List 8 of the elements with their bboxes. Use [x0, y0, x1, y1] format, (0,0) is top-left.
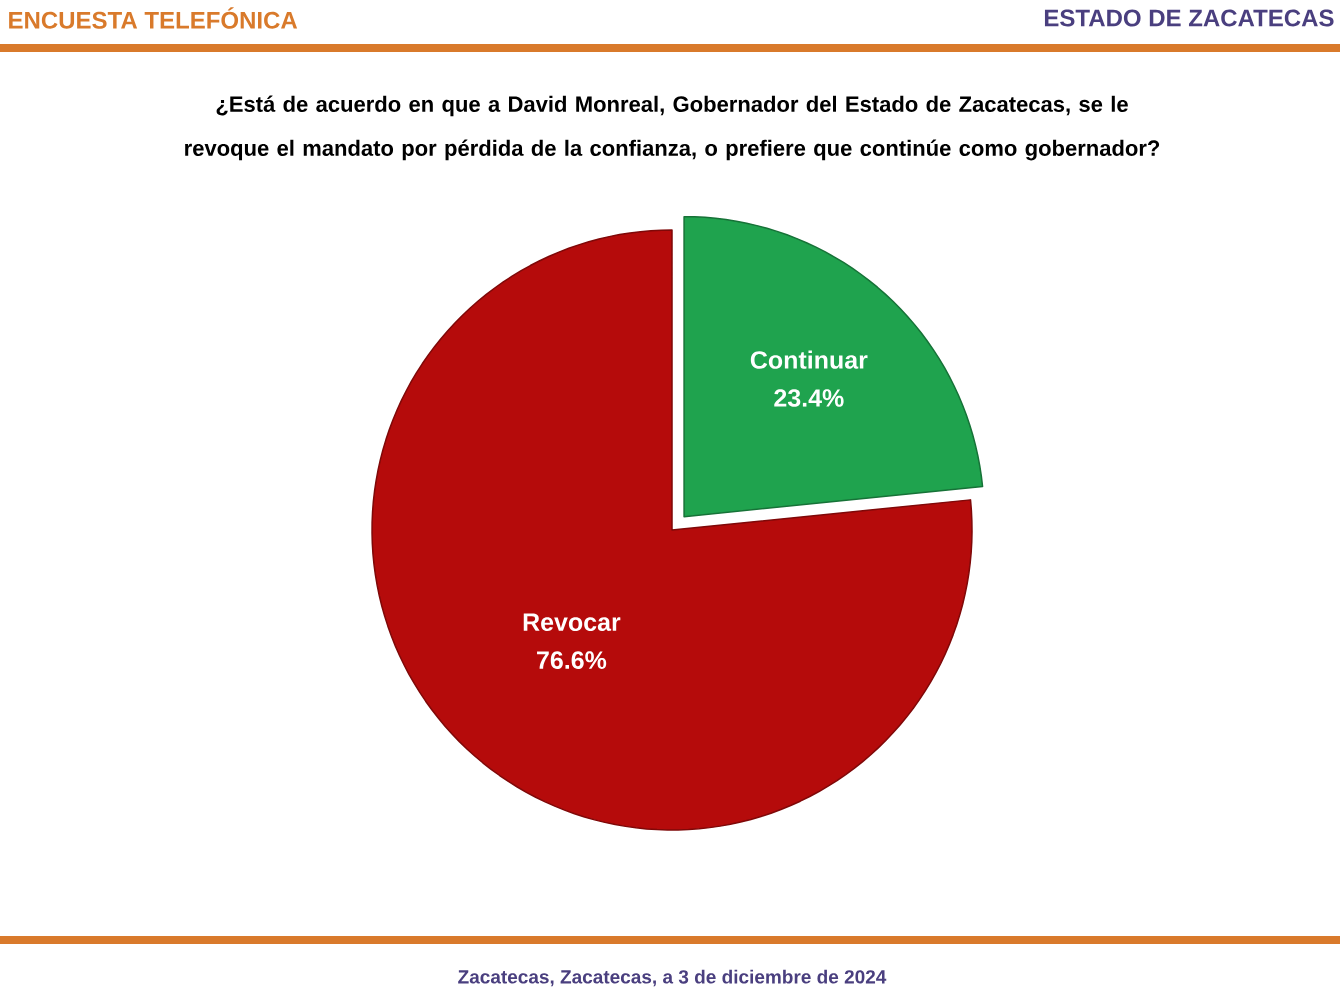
- chart-title: ¿Está de acuerdo en que a David Monreal, Gobernador del Estado de Zacatecas, se le revoque el mandato por pérdida de la confianza, o prefiere que continúe como gobernador?: [185, 95, 1160, 161]
- slice-label: Revocar: [523, 613, 621, 631]
- text: ENCUESTA TELEFÓNICA: [9, 7, 298, 29]
- slice-label: Continuar: [750, 350, 868, 369]
- data-label: 23.4%: [774, 389, 844, 407]
- data-label: 76.6%: [537, 651, 607, 669]
- text: ESTADO DE ZACATECAS: [1044, 9, 1334, 27]
- text: Zacatecas, Zacatecas, a 3 de diciembre de 2024: [458, 969, 887, 987]
